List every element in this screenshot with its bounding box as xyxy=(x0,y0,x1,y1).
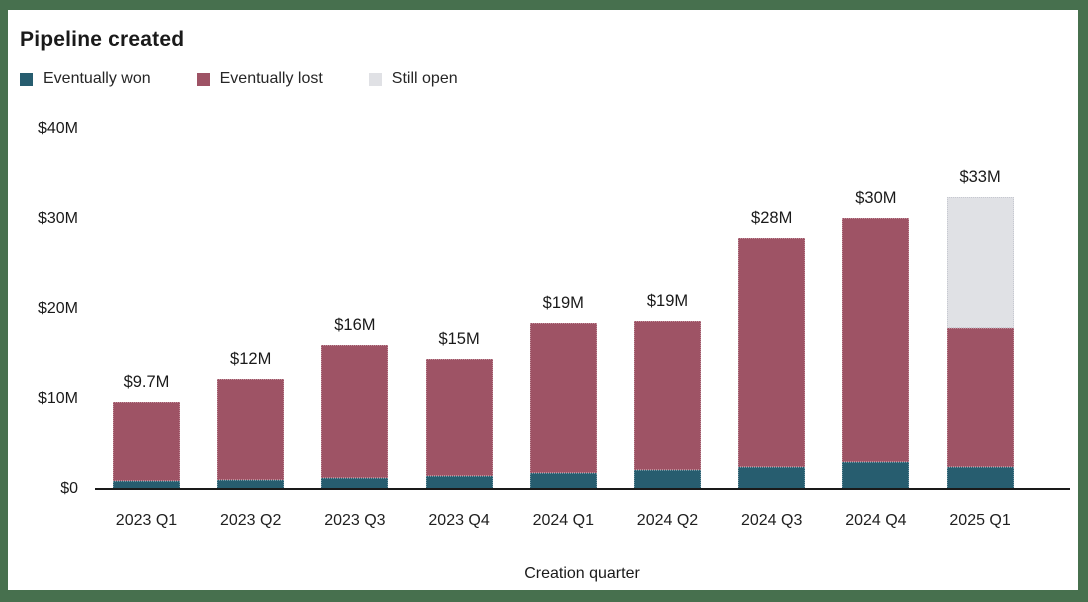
x-axis-tick-label: 2023 Q4 xyxy=(428,512,490,529)
bar-total-label: $16M xyxy=(334,316,376,334)
bar-segment-2025-q1-eventually-won[interactable] xyxy=(946,467,1014,489)
bar-segment-2023-q4-eventually-lost[interactable] xyxy=(425,358,493,476)
x-axis-tick-label: 2024 Q1 xyxy=(532,512,594,529)
x-axis-tick-label: 2025 Q1 xyxy=(949,512,1011,529)
y-tick-label: $20M xyxy=(37,300,78,317)
bar-segment-2024-q4-eventually-lost[interactable] xyxy=(842,218,910,462)
bar-segment-2024-q3-eventually-won[interactable] xyxy=(738,467,806,489)
x-axis-tick-label: 2024 Q4 xyxy=(845,512,907,529)
bar-total-label: $19M xyxy=(646,291,689,310)
legend-label: Still open xyxy=(391,70,458,87)
x-axis-tick-label: 2024 Q3 xyxy=(740,512,803,529)
bar-segment-2023-q3-eventually-lost[interactable] xyxy=(321,345,389,478)
legend: Eventually won Eventually lost Still ope… xyxy=(20,70,458,88)
bar-total-label: $28M xyxy=(751,208,793,227)
bar-segment-2024-q4-eventually-won[interactable] xyxy=(842,462,910,489)
bar-segment-2023-q2-eventually-lost[interactable] xyxy=(217,378,285,480)
bar-total-label: $19M xyxy=(542,294,584,313)
bar-segment-2024-q2-eventually-won[interactable] xyxy=(634,470,701,489)
y-tick-label: $30M xyxy=(37,210,78,227)
chart-title: Pipeline created xyxy=(20,28,185,51)
x-axis-tick-label: 2024 Q2 xyxy=(636,512,699,529)
legend-item-still-open[interactable]: Still open xyxy=(368,70,458,88)
bar-segment-2024-q1-eventually-won[interactable] xyxy=(529,472,597,489)
bar-segment-2024-q1-eventually-lost[interactable] xyxy=(529,323,597,473)
bar-total-label: $15M xyxy=(438,329,480,348)
legend-item-eventually-won[interactable]: Eventually won xyxy=(20,70,151,88)
x-axis-tick-label: 2023 Q1 xyxy=(115,512,178,529)
x-axis-title: Creation quarter xyxy=(524,565,640,582)
bar-segment-2023-q1-eventually-lost[interactable] xyxy=(113,401,180,482)
legend-swatch-open-icon xyxy=(368,72,382,86)
bar-total-label: $30M xyxy=(855,189,897,208)
bar-segment-2025-q1-still-open[interactable] xyxy=(946,196,1014,328)
bar-segment-2024-q2-eventually-lost[interactable] xyxy=(634,320,701,471)
bar-total-label: $9.7M xyxy=(123,372,170,391)
bar-segment-2023-q4-eventually-won[interactable] xyxy=(425,475,493,489)
legend-swatch-won-icon xyxy=(20,72,33,86)
y-tick-label: $40M xyxy=(37,120,78,137)
legend-label: Eventually won xyxy=(43,70,151,87)
x-axis-line xyxy=(95,488,1070,490)
legend-label: Eventually lost xyxy=(219,70,323,87)
x-axis-tick-label: 2023 Q2 xyxy=(219,512,282,529)
bar-segment-2025-q1-eventually-lost[interactable] xyxy=(946,327,1014,468)
y-tick-label: $10M xyxy=(37,390,78,407)
legend-item-eventually-lost[interactable]: Eventually lost xyxy=(196,70,323,88)
y-tick-label: $0 xyxy=(60,480,78,497)
bar-segment-2024-q3-eventually-lost[interactable] xyxy=(738,237,806,468)
bar-total-label: $12M xyxy=(230,349,272,368)
x-axis-tick-label: 2023 Q3 xyxy=(324,512,386,529)
legend-swatch-lost-icon xyxy=(196,72,210,86)
bar-total-label: $33M xyxy=(959,167,1001,186)
